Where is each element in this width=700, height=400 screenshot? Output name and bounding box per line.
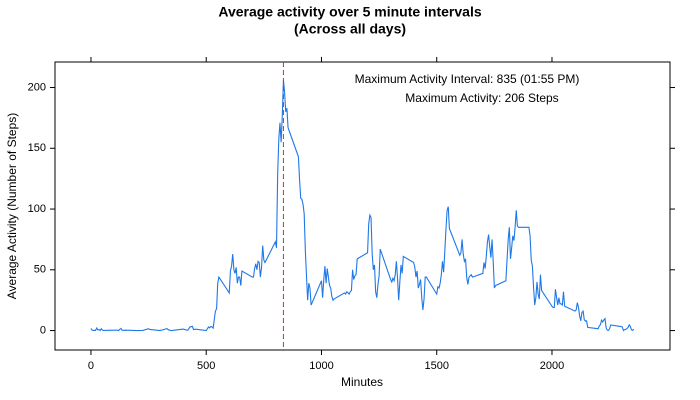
x-tick-label: 1000 bbox=[309, 360, 333, 372]
y-axis-label: Average Activity (Number of Steps) bbox=[5, 113, 19, 300]
y-tick-label: 150 bbox=[28, 142, 46, 154]
chart-subtitle: (Across all days) bbox=[294, 21, 406, 37]
x-tick-label: 500 bbox=[197, 360, 215, 372]
x-axis-label: Minutes bbox=[341, 375, 383, 389]
x-tick-label: 1500 bbox=[424, 360, 448, 372]
chart-title: Average activity over 5 minute intervals bbox=[218, 4, 481, 20]
y-tick-label: 0 bbox=[40, 324, 46, 336]
x-tick-label: 0 bbox=[88, 360, 94, 372]
annotation: Maximum Activity Interval: 835 (01:55 PM… bbox=[355, 72, 580, 86]
annotation: Maximum Activity: 206 Steps bbox=[405, 91, 558, 105]
y-tick-label: 100 bbox=[28, 203, 46, 215]
y-tick-label: 50 bbox=[34, 264, 46, 276]
activity-line bbox=[90, 80, 635, 332]
x-tick-label: 2000 bbox=[540, 360, 564, 372]
y-tick-label: 200 bbox=[28, 81, 46, 93]
plot-frame bbox=[54, 61, 671, 351]
